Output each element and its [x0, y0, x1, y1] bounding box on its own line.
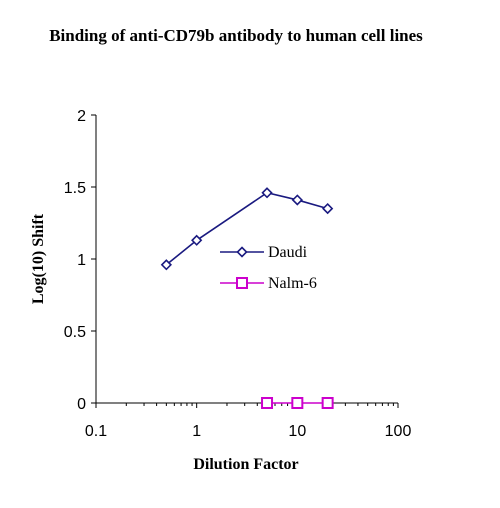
legend-marker: [236, 277, 248, 289]
data-point: [261, 397, 274, 409]
y-axis-label: Log(10) Shift: [30, 213, 47, 304]
x-tick-label: 10: [288, 423, 306, 440]
data-point: [291, 194, 303, 206]
legend-marker: [236, 246, 248, 258]
x-axis-label: Dilution Factor: [193, 456, 298, 473]
y-tick-label: 1.5: [64, 180, 86, 197]
series-nalm-6: [261, 397, 334, 409]
chart-title: Binding of anti-CD79b antibody to human …: [49, 26, 423, 45]
x-tick-label: 1: [192, 423, 201, 440]
legend-label: Daudi: [268, 244, 308, 261]
x-ticks: 0.1 1 10 100: [85, 403, 412, 440]
data-point: [261, 187, 273, 199]
y-ticks: 0 0.5 1 1.5 2: [64, 108, 96, 413]
data-point: [321, 397, 334, 409]
y-tick-label: 2: [77, 108, 86, 125]
legend: Daudi Nalm-6: [220, 244, 317, 292]
plot-area: 0 0.5 1 1.5 2 0.1 1 10 100: [64, 108, 412, 440]
x-tick-label: 100: [385, 423, 412, 440]
legend-label: Nalm-6: [268, 275, 317, 292]
y-tick-label: 1: [77, 252, 86, 269]
x-tick-label: 0.1: [85, 423, 107, 440]
legend-item: Daudi: [220, 244, 308, 261]
series-daudi: [160, 187, 334, 271]
data-point: [160, 259, 172, 271]
legend-item: Nalm-6: [220, 275, 317, 292]
data-point: [191, 234, 203, 246]
data-point: [322, 202, 334, 215]
series-layer: [160, 187, 334, 409]
y-tick-label: 0.5: [64, 324, 86, 341]
data-point: [291, 397, 304, 409]
y-tick-label: 0: [77, 396, 86, 413]
